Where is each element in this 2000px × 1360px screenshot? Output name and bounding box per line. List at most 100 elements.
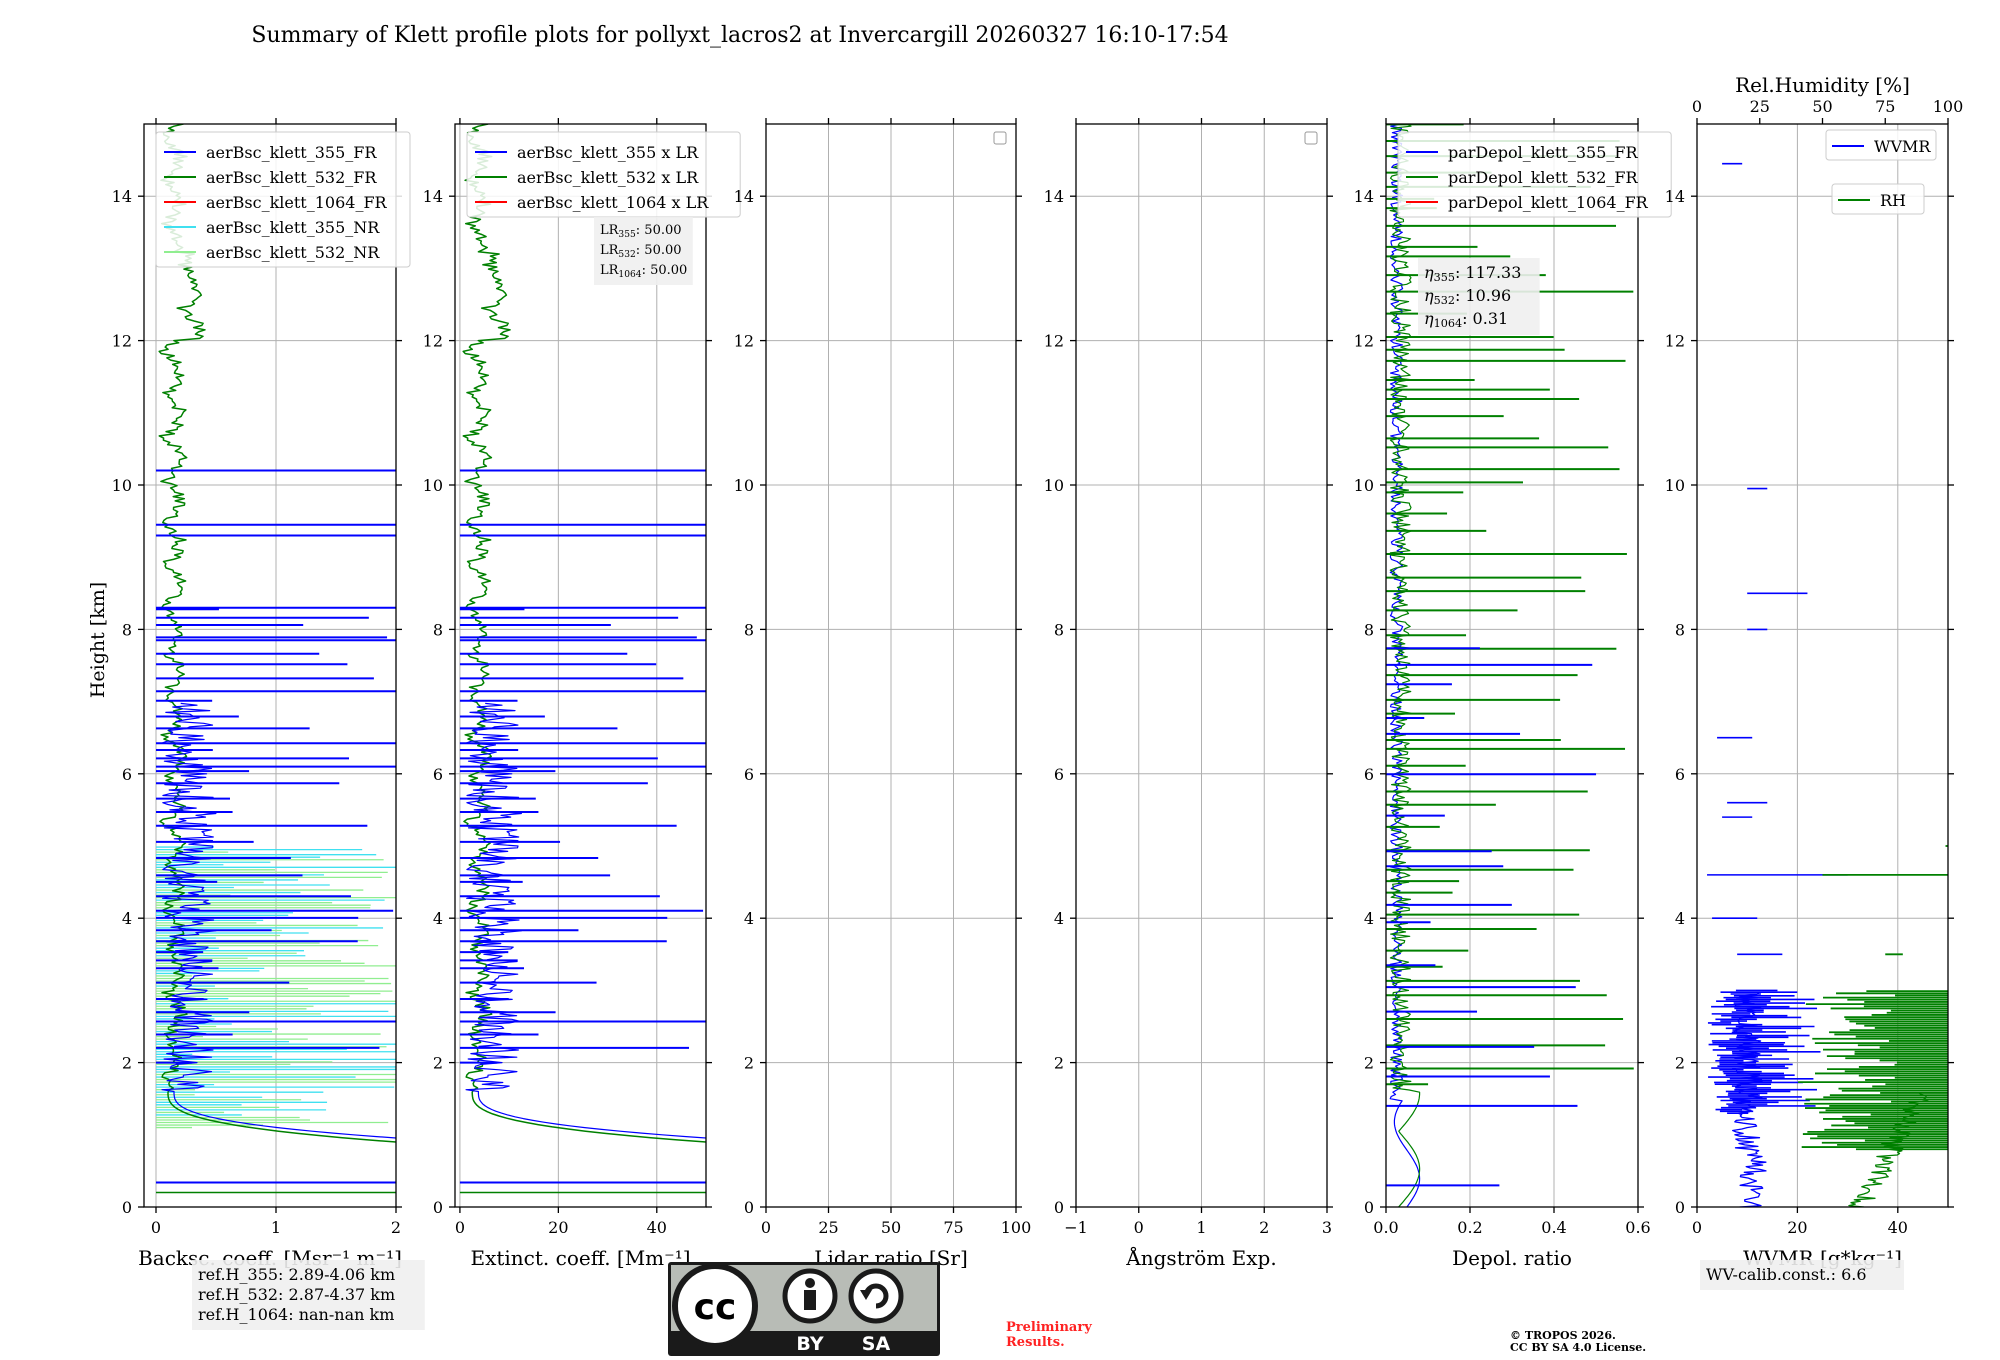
y-tick-label: 4 [1054, 909, 1064, 928]
y-tick-label: 8 [744, 620, 754, 639]
y-tick-label: 2 [744, 1054, 754, 1073]
axes-frame [143, 123, 397, 1208]
y-tick-label: 6 [122, 765, 132, 784]
legend-box [1831, 183, 1925, 215]
legend-label: parDepol_klett_1064_FR [1448, 193, 1649, 212]
axes-frame [454, 123, 707, 1208]
y-tick-label: 12 [423, 332, 443, 351]
lr-info-box [594, 217, 693, 285]
panel-ext: 0 20 40 0 2 4 6 8 10 12 14 Extinct. coeff. [Mm⁻¹] ae… [423, 118, 741, 1270]
cc-by-sa-badge: cc BY SA [668, 1262, 940, 1356]
ticks-ext: 0 20 40 0 2 4 6 8 10 12 14 [423, 118, 712, 1237]
x-tick-label: 3 [1322, 1218, 1332, 1237]
svg-text:cc: cc [694, 1287, 737, 1328]
x-axis-label-ext: Extinct. coeff. [Mm⁻¹] [470, 1246, 690, 1270]
lr-info-line: LR1064: 50.00 [600, 263, 687, 280]
x-tick-label: 50 [881, 1218, 901, 1237]
sa-share-icon [848, 1268, 904, 1324]
copyright-line-2: CC BY SA 4.0 License. [1510, 1341, 1646, 1354]
legend-label: parDepol_klett_532_FR [1448, 168, 1639, 187]
wv-calib-info-box [1700, 1260, 1904, 1290]
legend-label: aerBsc_klett_355_FR [206, 143, 377, 162]
x-tick-label: 0 [761, 1218, 771, 1237]
top-x-tick-label: 50 [1812, 97, 1832, 116]
profile-532 [158, 124, 396, 1143]
grid-ext [455, 124, 706, 1208]
x-tick-label: 0 [151, 1218, 161, 1237]
x-tick-label: 1 [1196, 1218, 1206, 1237]
empty-legend [1304, 131, 1318, 145]
y-tick-label: 8 [1675, 620, 1685, 639]
preliminary-line-2: Results. [1006, 1335, 1065, 1350]
y-tick-label: 4 [433, 909, 443, 928]
y-tick-label: 4 [744, 909, 754, 928]
empty-legend [993, 131, 1007, 145]
y-tick-label: 8 [1364, 620, 1374, 639]
ref-height-info-box [192, 1260, 425, 1330]
y-tick-label: 2 [433, 1054, 443, 1073]
x-tick-label: 20 [548, 1218, 568, 1237]
legend-label: aerBsc_klett_1064 x LR [517, 193, 709, 212]
legend-label: aerBsc_klett_1064_FR [206, 193, 388, 212]
x-tick-label: 25 [818, 1218, 838, 1237]
y-tick-label: 2 [1675, 1054, 1685, 1073]
legend-label: aerBsc_klett_532 x LR [517, 168, 699, 187]
ticks-wv: 0 20 40 0 2 4 6 8 10 12 14 0 25 50 75 100 [1665, 97, 1964, 1237]
y-tick-label: 6 [1364, 765, 1374, 784]
y-tick-label: 6 [1054, 765, 1064, 784]
traces-wv [1707, 162, 1948, 1207]
y-tick-label: 12 [734, 332, 754, 351]
copyright-line-1: © TROPOS 2026. [1510, 1329, 1616, 1342]
legend-box [1397, 131, 1672, 218]
lr-info-line: LR355: 50.00 [600, 223, 682, 240]
badge-by-label: BY [796, 1333, 823, 1355]
ticks-depol: 0.0 0.2 0.4 0.6 0 2 4 6 8 10 12 14 [1354, 118, 1651, 1237]
y-tick-label: 14 [734, 187, 754, 206]
y-tick-label: 4 [1675, 909, 1685, 928]
legend-box [155, 131, 411, 268]
grid-lr [765, 124, 1017, 1208]
wv-calib-info-line: WV-calib.const.: 6.6 [1706, 1265, 1867, 1284]
profile-532 [462, 124, 706, 1143]
profile-355 [161, 702, 396, 1139]
y-tick-label: 10 [1354, 476, 1374, 495]
y-tick-label: 2 [1054, 1054, 1064, 1073]
y-tick-label: 8 [1054, 620, 1064, 639]
y-tick-label: 14 [112, 187, 132, 206]
legend-label-wvmr: WVMR [1874, 137, 1931, 156]
y-tick-label: 12 [1354, 332, 1374, 351]
ref-height-info-line: ref.H_1064: nan-nan km [198, 1305, 394, 1324]
traces-bsc [156, 124, 396, 1194]
lr-info-line: LR532: 50.00 [600, 243, 682, 260]
x-tick-label: 2 [1259, 1218, 1269, 1237]
legend-label: aerBsc_klett_532_FR [206, 168, 377, 187]
eta-info-line: η1064: 0.31 [1424, 309, 1508, 330]
y-tick-label: 10 [734, 476, 754, 495]
x-tick-label: 0 [1692, 1218, 1702, 1237]
y-tick-label: 0 [122, 1198, 132, 1217]
top-axis-label: Rel.Humidity [%] [1735, 73, 1910, 97]
y-tick-label: 0 [1054, 1198, 1064, 1217]
y-tick-label: 6 [744, 765, 754, 784]
x-tick-label: 40 [647, 1218, 667, 1237]
y-tick-label: 8 [122, 620, 132, 639]
ref-height-info-line: ref.H_355: 2.89-4.06 km [198, 1265, 395, 1284]
ref-height-info-line: ref.H_532: 2.87-4.37 km [198, 1285, 395, 1304]
y-tick-label: 10 [423, 476, 443, 495]
x-tick-label: 0.0 [1373, 1218, 1398, 1237]
x-tick-label: 20 [1787, 1218, 1807, 1237]
eta-info-line: η355: 117.33 [1424, 263, 1521, 284]
legend-label: parDepol_klett_355_FR [1448, 143, 1639, 162]
x-tick-label: 0 [455, 1218, 465, 1237]
x-tick-label: 1 [271, 1218, 281, 1237]
y-tick-label: 14 [423, 187, 443, 206]
y-tick-label: 10 [1665, 476, 1685, 495]
x-tick-label: 40 [1888, 1218, 1908, 1237]
x-tick-label: 0.2 [1457, 1218, 1482, 1237]
